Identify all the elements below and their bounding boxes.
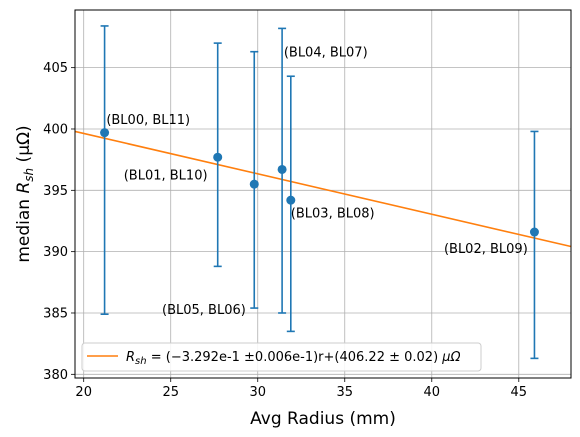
data-point: [277, 164, 287, 174]
point-annotation: (BL00, BL11): [106, 113, 190, 128]
x-tick-label: 40: [423, 385, 440, 400]
legend-equation: = (−3.292e-1 ±0.006e-1)r+(406.22 ± 0.02): [147, 350, 443, 365]
fit-line: [74, 130, 572, 248]
y-axis-label-prefix: median: [14, 194, 34, 263]
data-point: [529, 227, 539, 237]
legend-label-fit: Rsh = (−3.292e-1 ±0.006e-1)r+(406.22 ± 0…: [126, 350, 461, 367]
point-annotation: (BL03, BL08): [291, 206, 375, 221]
legend-symbol: R: [126, 350, 135, 365]
y-tick-label: 380: [43, 368, 68, 383]
axes-frame: [74, 9, 572, 379]
legend: Rsh = (−3.292e-1 ±0.006e-1)r+(406.22 ± 0…: [81, 342, 482, 372]
x-tick-label: 20: [75, 385, 92, 400]
y-axis-label-subscript: sh: [22, 168, 36, 182]
y-axis-label-symbol: R: [14, 182, 34, 194]
annotations: (BL00, BL11) (BL01, BL10) (BL04, BL07) (BL0…: [106, 46, 527, 319]
point-annotation: (BL04, BL07): [284, 46, 368, 61]
y-tick-label: 400: [43, 122, 68, 137]
legend-subscript: sh: [135, 356, 147, 367]
grid: [75, 10, 571, 378]
y-axis-label-unit: (μΩ): [14, 125, 34, 167]
data-point: [213, 152, 223, 162]
x-axis-label: Avg Radius (mm): [250, 409, 396, 429]
data-point: [100, 128, 110, 138]
data-points: [100, 128, 539, 237]
point-annotation: (BL02, BL09): [444, 242, 528, 257]
y-tick-label: 405: [43, 61, 68, 76]
point-annotation: (BL01, BL10): [124, 168, 208, 183]
point-annotation: (BL05, BL06): [162, 303, 246, 318]
y-axis-label: median Rsh (μΩ): [14, 125, 36, 262]
data-point: [286, 195, 296, 205]
fit-line-layer: [74, 130, 572, 248]
x-tick-label: 30: [249, 385, 266, 400]
x-tick-label: 35: [336, 385, 353, 400]
y-tick-label: 395: [43, 184, 68, 199]
x-tick-label: 25: [162, 385, 179, 400]
legend-box: [81, 342, 482, 372]
legend-unit: μΩ: [441, 350, 460, 365]
axis-ticks: 20 25 30 35 40 45 380 385 390 395 400 405: [43, 61, 527, 400]
y-tick-label: 385: [43, 306, 68, 321]
x-tick-label: 45: [511, 385, 528, 400]
y-tick-label: 390: [43, 245, 68, 260]
data-point: [249, 179, 259, 189]
